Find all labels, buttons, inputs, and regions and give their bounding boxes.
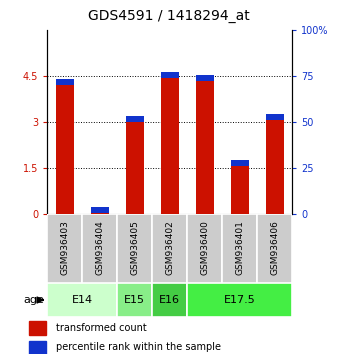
Text: E16: E16 [159,295,180,305]
Text: percentile rank within the sample: percentile rank within the sample [56,342,221,353]
Bar [91,213,108,214]
Bar [56,85,74,214]
Bar [187,283,292,317]
Bar [231,166,249,214]
Bar [117,283,152,317]
Bar [161,78,178,214]
Text: GSM936406: GSM936406 [270,220,280,275]
Bar [187,214,222,283]
Bar [126,121,144,214]
Bar [266,120,284,214]
Bar [196,75,214,81]
Bar [47,283,117,317]
Text: GSM936405: GSM936405 [130,220,139,275]
Bar [126,116,144,121]
Bar [152,214,187,283]
Text: E17.5: E17.5 [224,295,256,305]
Bar [257,214,292,283]
Bar [117,214,152,283]
Text: transformed count: transformed count [56,323,147,333]
Text: GSM936404: GSM936404 [95,220,104,275]
Bar [196,81,214,214]
Bar [82,214,117,283]
Text: GDS4591 / 1418294_at: GDS4591 / 1418294_at [88,9,250,23]
Bar [152,283,187,317]
Bar [29,341,46,354]
Bar [222,214,257,283]
Bar [47,214,82,283]
Text: GSM936402: GSM936402 [165,220,174,275]
Bar [29,321,46,335]
Bar [161,73,178,78]
Text: GSM936401: GSM936401 [235,220,244,275]
Bar [56,79,74,85]
Text: GSM936403: GSM936403 [60,220,69,275]
Text: E14: E14 [72,295,93,305]
Bar [231,160,249,166]
Bar [266,114,284,120]
Bar [91,207,108,213]
Text: GSM936400: GSM936400 [200,220,209,275]
Text: E15: E15 [124,295,145,305]
Text: age: age [23,295,44,305]
